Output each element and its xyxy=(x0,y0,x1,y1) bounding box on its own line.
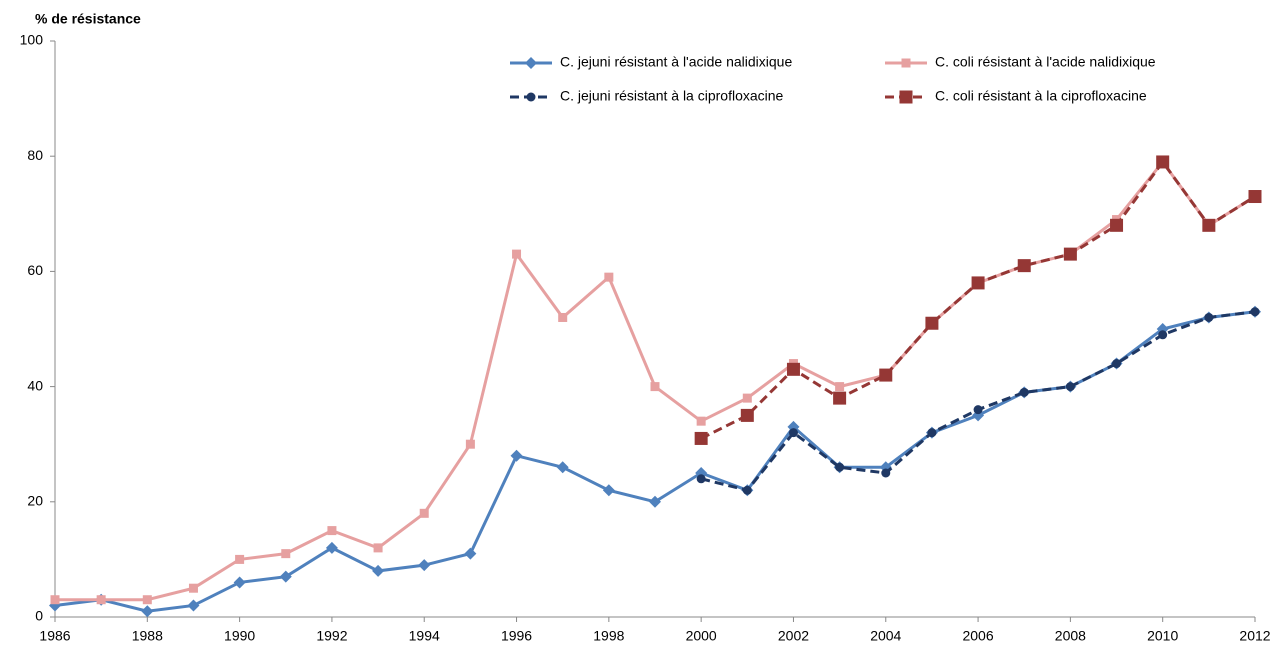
x-tick-label: 2006 xyxy=(962,628,993,644)
marker xyxy=(835,382,845,392)
marker xyxy=(927,428,937,438)
marker xyxy=(325,541,338,554)
y-tick-label: 0 xyxy=(35,608,43,624)
series-line xyxy=(700,159,1256,440)
marker xyxy=(879,368,893,382)
x-tick-label: 1998 xyxy=(593,628,624,644)
marker xyxy=(418,559,431,572)
x-tick-label: 1990 xyxy=(224,628,255,644)
legend-label: C. jejuni résistant à la ciprofloxacine xyxy=(560,88,784,104)
x-tick-label: 1992 xyxy=(316,628,347,644)
marker xyxy=(279,570,292,583)
marker xyxy=(742,485,752,495)
marker xyxy=(835,462,845,472)
marker xyxy=(971,276,985,290)
marker xyxy=(525,57,537,69)
marker xyxy=(1063,247,1077,261)
marker xyxy=(1248,190,1262,204)
marker xyxy=(696,474,706,484)
y-axis-label: % de résistance xyxy=(35,11,141,27)
marker xyxy=(1065,382,1075,392)
series-line xyxy=(55,159,1256,602)
marker xyxy=(141,605,154,618)
marker xyxy=(419,508,429,518)
x-tick-label: 2000 xyxy=(686,628,717,644)
marker xyxy=(372,564,385,577)
marker xyxy=(188,583,198,593)
y-tick-label: 100 xyxy=(20,32,44,48)
marker xyxy=(373,543,383,553)
x-tick-label: 1994 xyxy=(409,628,440,644)
marker xyxy=(602,484,615,497)
marker xyxy=(1158,330,1168,340)
marker xyxy=(650,382,660,392)
marker xyxy=(556,461,569,474)
marker xyxy=(96,595,106,605)
marker xyxy=(1250,307,1260,317)
series-line xyxy=(54,310,1256,613)
marker xyxy=(558,312,568,322)
marker xyxy=(281,549,291,559)
marker xyxy=(1019,387,1029,397)
marker xyxy=(740,408,754,422)
marker xyxy=(881,468,891,478)
x-tick-label: 1986 xyxy=(39,628,70,644)
series-line xyxy=(700,310,1256,492)
legend-label: C. jejuni résistant à l'acide nalidixiqu… xyxy=(560,54,792,70)
marker xyxy=(788,428,798,438)
marker xyxy=(142,595,152,605)
marker xyxy=(327,526,337,536)
y-tick-label: 80 xyxy=(27,147,43,163)
marker xyxy=(512,249,522,259)
marker xyxy=(742,393,752,403)
x-tick-label: 1988 xyxy=(132,628,163,644)
marker xyxy=(973,405,983,415)
marker xyxy=(1204,312,1214,322)
marker xyxy=(187,599,200,612)
marker xyxy=(510,449,523,462)
marker xyxy=(1202,218,1216,232)
marker xyxy=(235,554,245,564)
marker xyxy=(833,391,847,405)
marker xyxy=(465,439,475,449)
legend-label: C. coli résistant à l'acide nalidixique xyxy=(935,54,1156,70)
marker xyxy=(1112,359,1122,369)
x-tick-label: 2004 xyxy=(870,628,901,644)
marker xyxy=(786,362,800,376)
marker xyxy=(1156,155,1170,169)
x-tick-label: 2008 xyxy=(1055,628,1086,644)
marker xyxy=(1110,218,1124,232)
marker xyxy=(901,58,911,68)
marker xyxy=(464,547,477,560)
y-tick-label: 40 xyxy=(27,377,43,393)
y-tick-label: 60 xyxy=(27,262,43,278)
y-tick-label: 20 xyxy=(27,493,43,509)
x-tick-label: 2002 xyxy=(778,628,809,644)
x-tick-label: 1996 xyxy=(501,628,532,644)
marker xyxy=(50,595,60,605)
marker xyxy=(694,431,708,445)
marker xyxy=(604,272,614,282)
marker xyxy=(696,416,706,426)
marker xyxy=(1017,259,1031,273)
x-tick-label: 2010 xyxy=(1147,628,1178,644)
marker xyxy=(925,316,939,330)
marker xyxy=(526,92,536,102)
marker xyxy=(899,90,913,104)
legend-label: C. coli résistant à la ciprofloxacine xyxy=(935,88,1147,104)
marker xyxy=(649,495,661,508)
marker xyxy=(233,576,246,589)
x-tick-label: 2012 xyxy=(1239,628,1270,644)
